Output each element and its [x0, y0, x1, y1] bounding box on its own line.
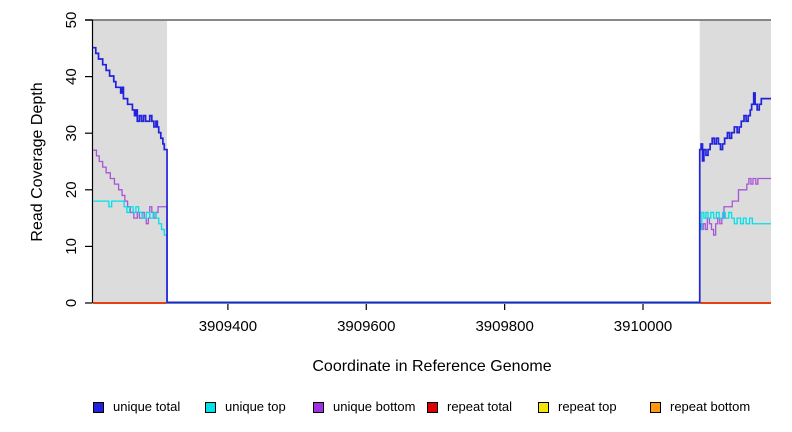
y-tick-label: 20 — [63, 181, 80, 198]
repeat-region-left — [93, 20, 168, 303]
legend-item-unique-total: unique total — [93, 399, 180, 415]
legend-item-repeat-top: repeat top — [538, 399, 617, 415]
y-tick-label: 40 — [63, 68, 80, 85]
legend-item-unique-bottom: unique bottom — [313, 399, 415, 415]
legend-label: unique top — [225, 399, 286, 414]
y-tick-label: 30 — [63, 125, 80, 142]
x-tick-label: 3909600 — [337, 318, 395, 335]
x-tick-label: 3909800 — [475, 318, 533, 335]
legend-swatch — [427, 401, 438, 413]
series-unique-total — [93, 46, 771, 304]
legend-label: repeat top — [558, 399, 617, 414]
legend-label: unique bottom — [333, 399, 416, 414]
series-unique-top — [93, 200, 771, 304]
repeat-region-right — [699, 20, 771, 303]
legend-item-unique-top: unique top — [205, 399, 286, 415]
legend-swatch — [538, 401, 549, 413]
legend-swatch — [650, 401, 661, 413]
y-tick-label: 50 — [63, 12, 80, 29]
y-axis-title: Read Coverage Depth — [29, 82, 46, 242]
legend-swatch — [93, 401, 104, 413]
legend-item-repeat-bottom: repeat bottom — [650, 399, 750, 415]
legend-swatch — [313, 401, 324, 413]
x-axis-title: Coordinate in Reference Genome — [312, 358, 552, 375]
legend-label: repeat total — [447, 399, 513, 414]
legend-item-repeat-total: repeat total — [427, 399, 512, 415]
legend: unique total unique top unique bottom repea… — [0, 399, 792, 419]
series-unique-bottom — [93, 149, 771, 304]
y-tick-label: 10 — [63, 238, 80, 255]
legend-label: unique total — [113, 399, 181, 414]
legend-swatch — [205, 401, 216, 413]
x-tick-label: 3909400 — [199, 318, 257, 335]
y-tick-label: 0 — [63, 299, 80, 307]
legend-label: repeat bottom — [670, 399, 751, 414]
x-tick-label: 3910000 — [614, 318, 672, 335]
